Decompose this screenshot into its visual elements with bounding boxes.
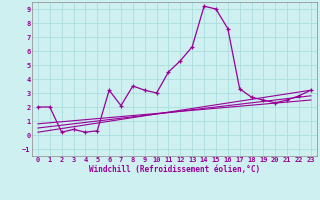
X-axis label: Windchill (Refroidissement éolien,°C): Windchill (Refroidissement éolien,°C) (89, 165, 260, 174)
